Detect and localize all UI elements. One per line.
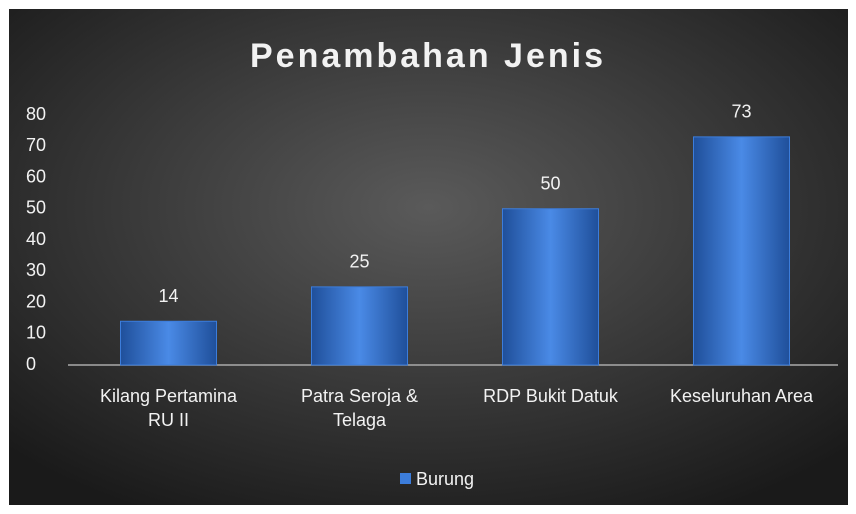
y-tick-label: 70 <box>26 135 46 155</box>
x-tick-label: Patra Seroja & Telaga <box>300 386 419 430</box>
x-tick-label: RDP Bukit Datuk <box>483 386 618 406</box>
y-tick-label: 40 <box>26 229 46 249</box>
bar <box>311 286 408 366</box>
y-tick-label: 20 <box>26 291 46 311</box>
bar <box>502 208 599 366</box>
data-label: 14 <box>158 286 178 306</box>
y-tick-label: 0 <box>26 354 36 374</box>
bar <box>693 136 790 366</box>
y-tick-label: 10 <box>26 323 46 343</box>
y-tick-label: 80 <box>26 104 46 124</box>
y-tick-label: 50 <box>26 198 46 218</box>
y-tick-label: 60 <box>26 166 46 186</box>
x-tick-label: Keseluruhan Area <box>669 386 814 406</box>
y-tick-label: 30 <box>26 260 46 280</box>
bar <box>120 320 217 366</box>
legend-label: Burung <box>416 469 474 489</box>
chart-title: Penambahan Jenis <box>250 37 606 75</box>
data-label: 25 <box>349 252 369 272</box>
x-tick-label: Kilang Pertamina RU II <box>99 386 238 430</box>
data-label: 73 <box>731 102 751 122</box>
legend-swatch <box>400 473 411 484</box>
data-label: 50 <box>540 174 560 194</box>
